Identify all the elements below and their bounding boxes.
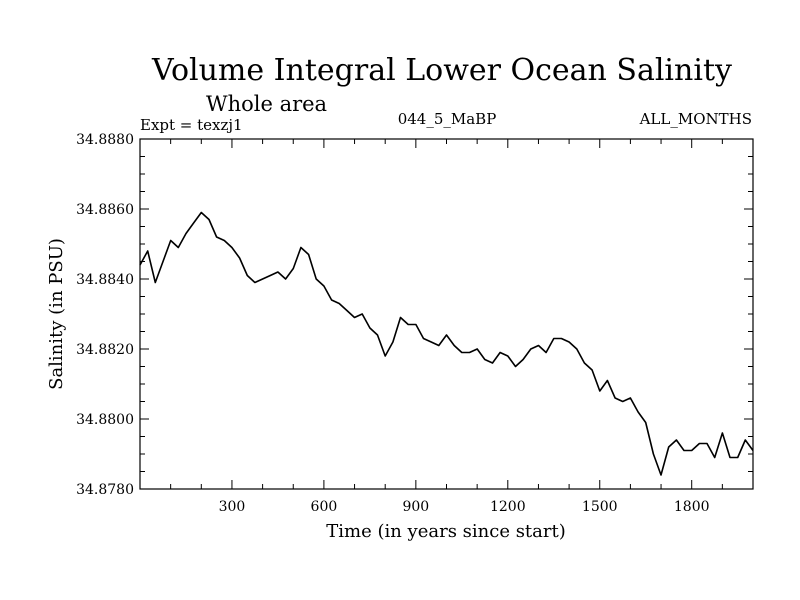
- y-tick-label: 34.8800: [76, 412, 134, 428]
- series-line: [139, 211, 754, 476]
- plot-frame: [139, 138, 754, 490]
- header-right-label: ALL_MONTHS: [639, 110, 752, 128]
- x-tick-label: 600: [311, 499, 338, 515]
- y-tick-label: 34.8880: [76, 132, 134, 148]
- x-tick-label: 300: [219, 499, 246, 515]
- chart-title: Volume Integral Lower Ocean Salinity: [151, 53, 732, 88]
- series-group: [139, 211, 754, 476]
- y-tick-label: 34.8860: [76, 202, 134, 218]
- x-tick-label: 900: [402, 499, 429, 515]
- y-axis-label: Salinity (in PSU): [46, 238, 67, 390]
- chart-subtitle: Whole area: [206, 92, 327, 116]
- header-left-label: Expt = texzj1: [140, 116, 243, 134]
- x-tick-label: 1500: [582, 499, 618, 515]
- y-axis-ticks: 34.8780 34.8800 34.8820 34.8840 34.8860 34.88…: [76, 132, 753, 498]
- x-axis-label: Time (in years since start): [326, 521, 566, 542]
- x-tick-label: 1800: [674, 499, 710, 515]
- x-tick-label: 1200: [490, 499, 526, 515]
- header-center-label: 044_5_MaBP: [398, 110, 497, 128]
- y-tick-label: 34.8840: [76, 272, 134, 288]
- y-tick-label: 34.8780: [76, 482, 134, 498]
- y-tick-label: 34.8820: [76, 342, 134, 358]
- x-axis-ticks: 300 600 900 1200 1500 1800: [170, 139, 723, 515]
